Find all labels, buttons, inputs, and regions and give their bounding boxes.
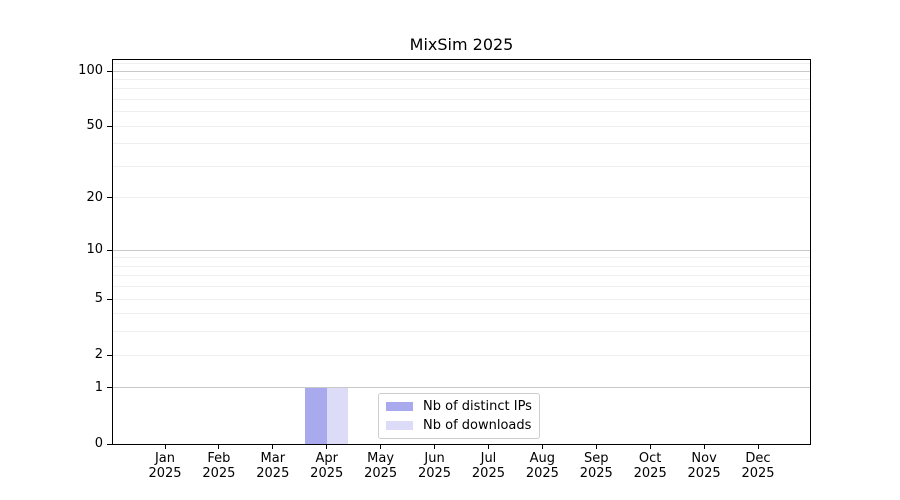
gridline-minor [113, 88, 810, 90]
y-tick-label: 50 [86, 118, 103, 134]
legend-item-distinct-ips: Nb of distinct IPs [386, 398, 532, 415]
x-tick-label: Aug 2025 [512, 451, 572, 481]
x-tick-month: Feb [207, 451, 231, 466]
x-tick-year: 2025 [310, 466, 344, 481]
y-tick-label: 0 [94, 436, 103, 451]
x-tick-label: Oct 2025 [620, 451, 680, 481]
x-tick-mark [218, 445, 220, 449]
y-tick-label: 100 [78, 63, 103, 79]
gridline-minor [113, 265, 810, 267]
x-tick-mark [487, 445, 489, 449]
gridline-minor [113, 165, 810, 167]
legend-swatch-downloads [386, 421, 413, 430]
x-tick-label: Mar 2025 [243, 451, 303, 481]
x-tick-month: Sep [584, 451, 609, 466]
x-tick-year: 2025 [364, 466, 398, 481]
x-tick-year: 2025 [633, 466, 667, 481]
x-tick-label: May 2025 [351, 451, 411, 481]
y-tick-label: 20 [86, 189, 103, 205]
gridline-minor [113, 275, 810, 277]
y-tick-label: 2 [94, 347, 103, 363]
x-tick-year: 2025 [579, 466, 613, 481]
x-tick-mark [434, 445, 436, 449]
y-tick-label: 10 [86, 242, 103, 258]
x-tick-mark [757, 445, 759, 449]
legend: Nb of distinct IPs Nb of downloads [378, 393, 540, 439]
x-tick-label: Apr 2025 [297, 451, 357, 481]
gridline-minor [113, 354, 810, 356]
x-tick-label: Jul 2025 [458, 451, 518, 481]
x-tick-mark [272, 445, 274, 449]
legend-swatch-distinct-ips [386, 402, 413, 411]
gridline-minor [113, 197, 810, 199]
x-tick-month: Jan [154, 451, 176, 466]
y-tick-mark [107, 197, 112, 199]
chart-title: MixSim 2025 [409, 35, 514, 54]
x-tick-mark [541, 445, 543, 449]
x-tick-year: 2025 [525, 466, 559, 481]
x-tick-label: Dec 2025 [728, 451, 788, 481]
gridline-major [113, 387, 810, 389]
x-tick-month: Apr [315, 451, 338, 466]
gridline-minor [113, 313, 810, 315]
x-tick-year: 2025 [256, 466, 290, 481]
x-tick-mark [164, 445, 166, 449]
x-tick-year: 2025 [148, 466, 182, 481]
x-tick-label: Feb 2025 [189, 451, 249, 481]
x-tick-mark [649, 445, 651, 449]
gridline-minor [113, 331, 810, 333]
gridline-minor [113, 111, 810, 113]
y-tick-mark [107, 298, 112, 300]
y-tick-label: 1 [94, 379, 103, 395]
x-tick-label: Jan 2025 [135, 451, 195, 481]
gridline-minor [113, 125, 810, 127]
x-tick-month: Mar [260, 451, 286, 466]
y-tick-mark [107, 125, 112, 127]
x-tick-mark [703, 445, 705, 449]
x-tick-month: Jul [480, 451, 497, 466]
gridline-minor [113, 99, 810, 101]
x-tick-mark [595, 445, 597, 449]
gridline-major [113, 70, 810, 72]
y-tick-mark [107, 443, 112, 445]
x-tick-label: Nov 2025 [674, 451, 734, 481]
y-tick-mark [107, 249, 112, 251]
x-tick-year: 2025 [417, 466, 452, 481]
bar-downloads [326, 387, 349, 444]
x-tick-label: Sep 2025 [566, 451, 626, 481]
gridline-minor [113, 257, 810, 259]
gridline-minor [113, 298, 810, 300]
gridline-minor [113, 143, 810, 145]
x-tick-month: Dec [745, 451, 771, 466]
gridline-minor [113, 62, 810, 64]
y-tick-mark [107, 354, 112, 356]
y-tick-mark [107, 387, 112, 389]
x-tick-mark [380, 445, 382, 449]
x-tick-label: Jun 2025 [405, 451, 465, 481]
x-tick-mark [326, 445, 328, 449]
x-tick-year: 2025 [202, 466, 236, 481]
legend-item-downloads: Nb of downloads [386, 417, 532, 434]
legend-label-distinct-ips: Nb of distinct IPs [423, 399, 532, 414]
x-tick-month: Oct [638, 451, 662, 466]
plot-area [112, 59, 811, 445]
x-tick-month: Aug [529, 451, 556, 466]
gridline-minor [113, 286, 810, 288]
x-tick-year: 2025 [741, 466, 775, 481]
x-tick-month: May [367, 451, 395, 466]
legend-label-downloads: Nb of downloads [423, 418, 532, 433]
gridline-minor [113, 78, 810, 80]
x-tick-month: Jun [424, 451, 445, 466]
bar-distinct-ips [305, 387, 327, 444]
y-tick-mark [107, 70, 112, 72]
x-tick-year: 2025 [471, 466, 505, 481]
x-tick-year: 2025 [687, 466, 721, 481]
x-tick-month: Nov [691, 451, 717, 466]
y-tick-label: 5 [94, 291, 103, 307]
gridline-major [113, 249, 810, 251]
